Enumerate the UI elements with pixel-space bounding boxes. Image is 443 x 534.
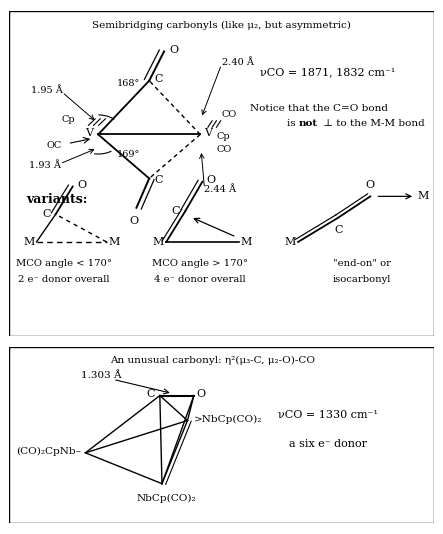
Text: νCO = 1330 cm⁻¹: νCO = 1330 cm⁻¹ bbox=[278, 410, 378, 420]
Text: variants:: variants: bbox=[26, 193, 87, 206]
Text: NbCp(CO)₂: NbCp(CO)₂ bbox=[136, 494, 196, 503]
Text: M: M bbox=[417, 191, 428, 201]
Text: 168°: 168° bbox=[117, 80, 140, 89]
Text: C: C bbox=[42, 209, 51, 219]
Text: isocarbonyl: isocarbonyl bbox=[333, 275, 391, 284]
Text: C: C bbox=[172, 206, 180, 216]
Text: C: C bbox=[154, 175, 163, 185]
Text: C: C bbox=[154, 74, 163, 84]
Text: Notice that the C=O bond: Notice that the C=O bond bbox=[250, 104, 389, 113]
Text: O: O bbox=[169, 45, 179, 55]
Text: CO: CO bbox=[216, 145, 232, 154]
Text: O: O bbox=[206, 175, 216, 185]
Text: a six e⁻ donor: a six e⁻ donor bbox=[289, 439, 367, 449]
Text: 169°: 169° bbox=[117, 150, 140, 159]
Text: CO: CO bbox=[222, 111, 237, 120]
Text: MCO angle > 170°: MCO angle > 170° bbox=[152, 258, 248, 268]
Text: 1.93 Å: 1.93 Å bbox=[29, 161, 61, 170]
Text: ⊥ to the M-M bond: ⊥ to the M-M bond bbox=[320, 119, 425, 128]
Text: 4 e⁻ donor overall: 4 e⁻ donor overall bbox=[155, 275, 246, 284]
Text: >NbCp(CO)₂: >NbCp(CO)₂ bbox=[194, 414, 262, 423]
Text: Cp: Cp bbox=[216, 131, 230, 140]
Text: O: O bbox=[365, 180, 374, 191]
Text: C: C bbox=[146, 389, 155, 399]
Text: is: is bbox=[288, 119, 299, 128]
Text: OC: OC bbox=[47, 142, 62, 151]
Text: V: V bbox=[85, 128, 93, 138]
Text: Semibridging carbonyls (like μ₂, but asymmetric): Semibridging carbonyls (like μ₂, but asy… bbox=[92, 21, 351, 30]
Text: Cp: Cp bbox=[61, 115, 75, 124]
Text: M: M bbox=[241, 237, 252, 247]
Text: "end-on" or: "end-on" or bbox=[333, 258, 391, 268]
Text: O: O bbox=[77, 180, 86, 190]
Text: 1.95 Å: 1.95 Å bbox=[31, 86, 63, 95]
Text: V: V bbox=[205, 128, 213, 138]
Text: 2.44 Å: 2.44 Å bbox=[205, 185, 237, 194]
Text: M: M bbox=[153, 237, 164, 247]
Text: 2 e⁻ donor overall: 2 e⁻ donor overall bbox=[19, 275, 110, 284]
Text: M: M bbox=[23, 237, 35, 247]
Text: C: C bbox=[334, 225, 343, 234]
Text: O: O bbox=[130, 216, 139, 226]
Text: not: not bbox=[299, 119, 318, 128]
Text: 2.40 Å: 2.40 Å bbox=[222, 58, 253, 67]
Text: M: M bbox=[109, 237, 120, 247]
Text: O: O bbox=[196, 389, 205, 399]
Text: MCO angle < 170°: MCO angle < 170° bbox=[16, 258, 112, 268]
Text: (CO)₂CpNb–: (CO)₂CpNb– bbox=[16, 447, 81, 456]
Text: νCO = 1871, 1832 cm⁻¹: νCO = 1871, 1832 cm⁻¹ bbox=[260, 68, 396, 77]
Text: 1.303 Å: 1.303 Å bbox=[81, 371, 122, 380]
Text: M: M bbox=[284, 237, 296, 247]
Text: An unusual carbonyl: η²(μ₃-C, μ₂-O)-CO: An unusual carbonyl: η²(μ₃-C, μ₂-O)-CO bbox=[110, 356, 315, 365]
